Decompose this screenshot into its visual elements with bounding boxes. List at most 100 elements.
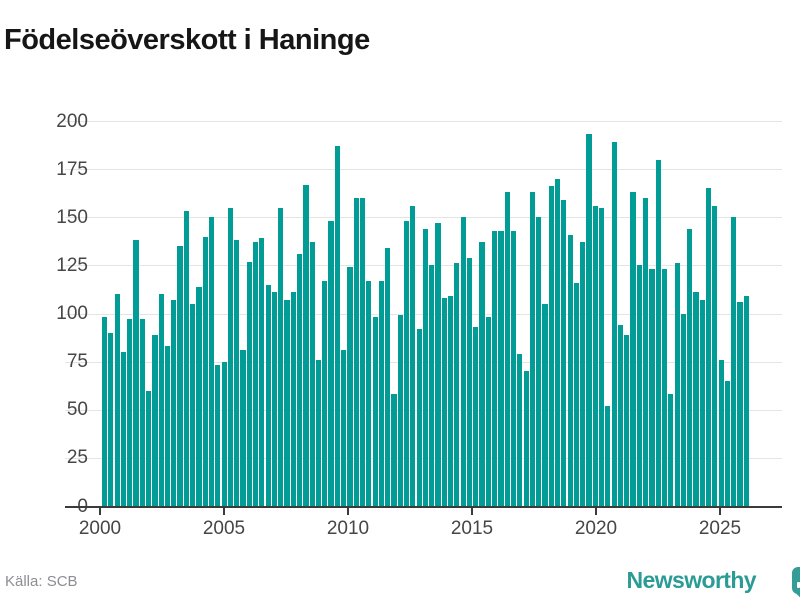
x-tick-2000 [99,508,101,515]
bar-8 [152,334,158,506]
bar-88 [655,159,661,506]
bar-67 [523,371,529,506]
bar-72 [554,178,561,506]
bar-91 [674,263,680,506]
speech-bubble-tail [796,587,800,600]
bar-81 [611,142,617,506]
x-tick-label-2000: 2000 [78,518,122,539]
bar-84 [630,192,636,506]
bar-56 [454,263,460,506]
bar-61 [485,317,491,506]
y-tick-label-200: 200 [56,110,88,132]
bar-95 [699,300,705,506]
bar-50 [416,328,422,506]
x-tick-2020 [595,508,597,515]
bar-33 [309,242,315,506]
x-tick-label-2025: 2025 [698,518,742,539]
bar-58 [466,257,473,506]
bar-49 [410,205,416,506]
bar-6 [139,319,145,506]
bar-86 [643,198,649,506]
bar-100 [731,217,737,506]
gridline-175 [65,169,782,171]
bar-series [101,121,749,506]
bar-51 [422,228,429,506]
bar-52 [429,265,435,506]
bar-60 [479,242,485,506]
bar-63 [498,230,504,506]
bar-98 [718,359,724,506]
bar-31 [297,253,303,506]
y-tick-label-75: 75 [66,351,88,373]
bar-46 [391,394,397,506]
bar-36 [328,221,334,506]
bar-65 [510,230,517,506]
bar-12 [177,246,183,506]
bar-43 [372,317,378,506]
bar-23 [246,261,252,506]
footer: Källa: SCB Newsworthy [0,560,800,600]
y-tick-label-150: 150 [56,206,88,228]
bar-75 [573,282,580,506]
bar-94 [693,292,699,506]
bar-54 [441,298,447,506]
chart-title: Födelseöverskott i Haninge [4,24,370,57]
bar-87 [649,269,655,506]
bar-82 [617,325,624,506]
bar-35 [322,280,328,506]
bar-1 [108,332,114,506]
bar-5 [133,240,139,506]
bar-53 [435,223,441,506]
birth-surplus-bar-chart: Födelseöverskott i Haninge 0255075100125… [4,24,782,539]
bar-13 [183,211,189,506]
bar-22 [240,350,246,506]
bar-47 [397,315,403,506]
bar-7 [146,390,152,506]
bar-34 [315,359,322,506]
bar-93 [687,228,693,506]
bar-44 [378,280,384,506]
bar-70 [542,303,548,506]
bar-59 [473,326,479,506]
bar-76 [580,242,586,506]
bar-3 [120,352,127,506]
bar-83 [624,334,630,506]
bar-96 [705,188,712,506]
y-tick-label-100: 100 [56,303,88,324]
bar-101 [737,301,743,506]
bar-20 [227,207,233,506]
bar-26 [265,284,271,506]
bar-29 [284,300,290,506]
bar-55 [448,296,454,506]
bar-73 [561,199,567,506]
brand-name: Newsworthy [626,567,757,593]
bar-40 [353,198,359,506]
x-tick-2015 [471,508,473,515]
bar-77 [586,134,592,506]
y-tick-label-175: 175 [56,158,88,180]
bar-30 [290,292,296,506]
newsworthy-logo-icon [792,567,800,600]
source-label: Källa: SCB [5,573,78,590]
gridline-200 [65,121,782,122]
bar-37 [334,146,340,506]
x-tick-label-2010: 2010 [326,518,370,539]
x-tick-2010 [347,508,349,515]
gridline-150 [65,217,782,219]
bar-41 [359,198,366,506]
bar-0 [102,317,108,506]
bar-74 [567,234,573,506]
bar-17 [208,217,215,506]
bar-89 [661,269,668,506]
bar-102 [743,296,749,506]
bar-39 [347,267,353,506]
bar-9 [158,294,164,506]
bar-2 [114,294,120,506]
y-tick-label-25: 25 [66,447,88,469]
bar-97 [712,205,718,506]
bar-19 [221,361,227,506]
bar-78 [592,205,598,506]
x-tick-label-2005: 2005 [202,518,246,539]
x-tick-label-2015: 2015 [450,518,494,539]
x-axis-line [65,506,782,508]
